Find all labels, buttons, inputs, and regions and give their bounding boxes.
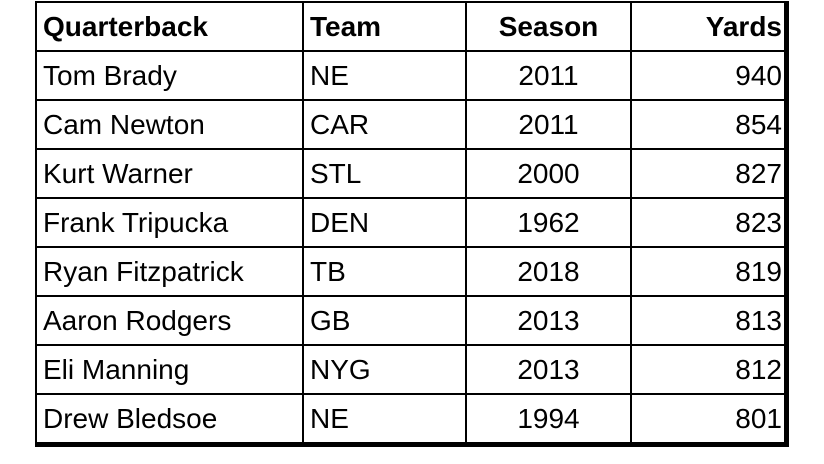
table-cell: 812 [630, 344, 789, 395]
header-cell: Season [465, 1, 632, 52]
table-cell: Tom Brady [35, 50, 304, 101]
table-cell: 801 [630, 393, 789, 447]
table-container: Quarterback Team Season Yards Tom Brady NE 201… [35, 1, 789, 447]
table-cell: 2000 [465, 148, 632, 199]
table-cell: DEN [302, 197, 467, 248]
header-cell: Team [302, 1, 467, 52]
table-row: Kurt Warner STL 2000 827 [35, 148, 789, 199]
table-cell: 2018 [465, 246, 632, 297]
table-cell: 827 [630, 148, 789, 199]
table-row: Tom Brady NE 2011 940 [35, 50, 789, 101]
table-cell: 940 [630, 50, 789, 101]
table-cell: 2011 [465, 50, 632, 101]
table-cell: 823 [630, 197, 789, 248]
table-cell: STL [302, 148, 467, 199]
table-cell: 2011 [465, 99, 632, 150]
table-cell: 1962 [465, 197, 632, 248]
header-cell: Quarterback [35, 1, 304, 52]
data-table: Quarterback Team Season Yards Tom Brady NE 201… [35, 1, 789, 447]
table-cell: 813 [630, 295, 789, 346]
table-cell: 1994 [465, 393, 632, 447]
table-row: Eli Manning NYG 2013 812 [35, 344, 789, 395]
table-cell: 2013 [465, 295, 632, 346]
table-row: Frank Tripucka DEN 1962 823 [35, 197, 789, 248]
table-cell: NE [302, 50, 467, 101]
table-cell: Kurt Warner [35, 148, 304, 199]
table-cell: 854 [630, 99, 789, 150]
table-cell: Cam Newton [35, 99, 304, 150]
table-cell: Eli Manning [35, 344, 304, 395]
table-cell: 2013 [465, 344, 632, 395]
table-cell: CAR [302, 99, 467, 150]
table-cell: 819 [630, 246, 789, 297]
table-cell: Ryan Fitzpatrick [35, 246, 304, 297]
table-cell: NYG [302, 344, 467, 395]
table-cell: Drew Bledsoe [35, 393, 304, 447]
table-row: Aaron Rodgers GB 2013 813 [35, 295, 789, 346]
table-cell: GB [302, 295, 467, 346]
table-cell: NE [302, 393, 467, 447]
table-row: Ryan Fitzpatrick TB 2018 819 [35, 246, 789, 297]
header-row: Quarterback Team Season Yards [35, 1, 789, 52]
header-cell: Yards [630, 1, 789, 52]
table-row: Cam Newton CAR 2011 854 [35, 99, 789, 150]
table-row: Drew Bledsoe NE 1994 801 [35, 393, 789, 447]
table-cell: TB [302, 246, 467, 297]
table-cell: Aaron Rodgers [35, 295, 304, 346]
table-cell: Frank Tripucka [35, 197, 304, 248]
